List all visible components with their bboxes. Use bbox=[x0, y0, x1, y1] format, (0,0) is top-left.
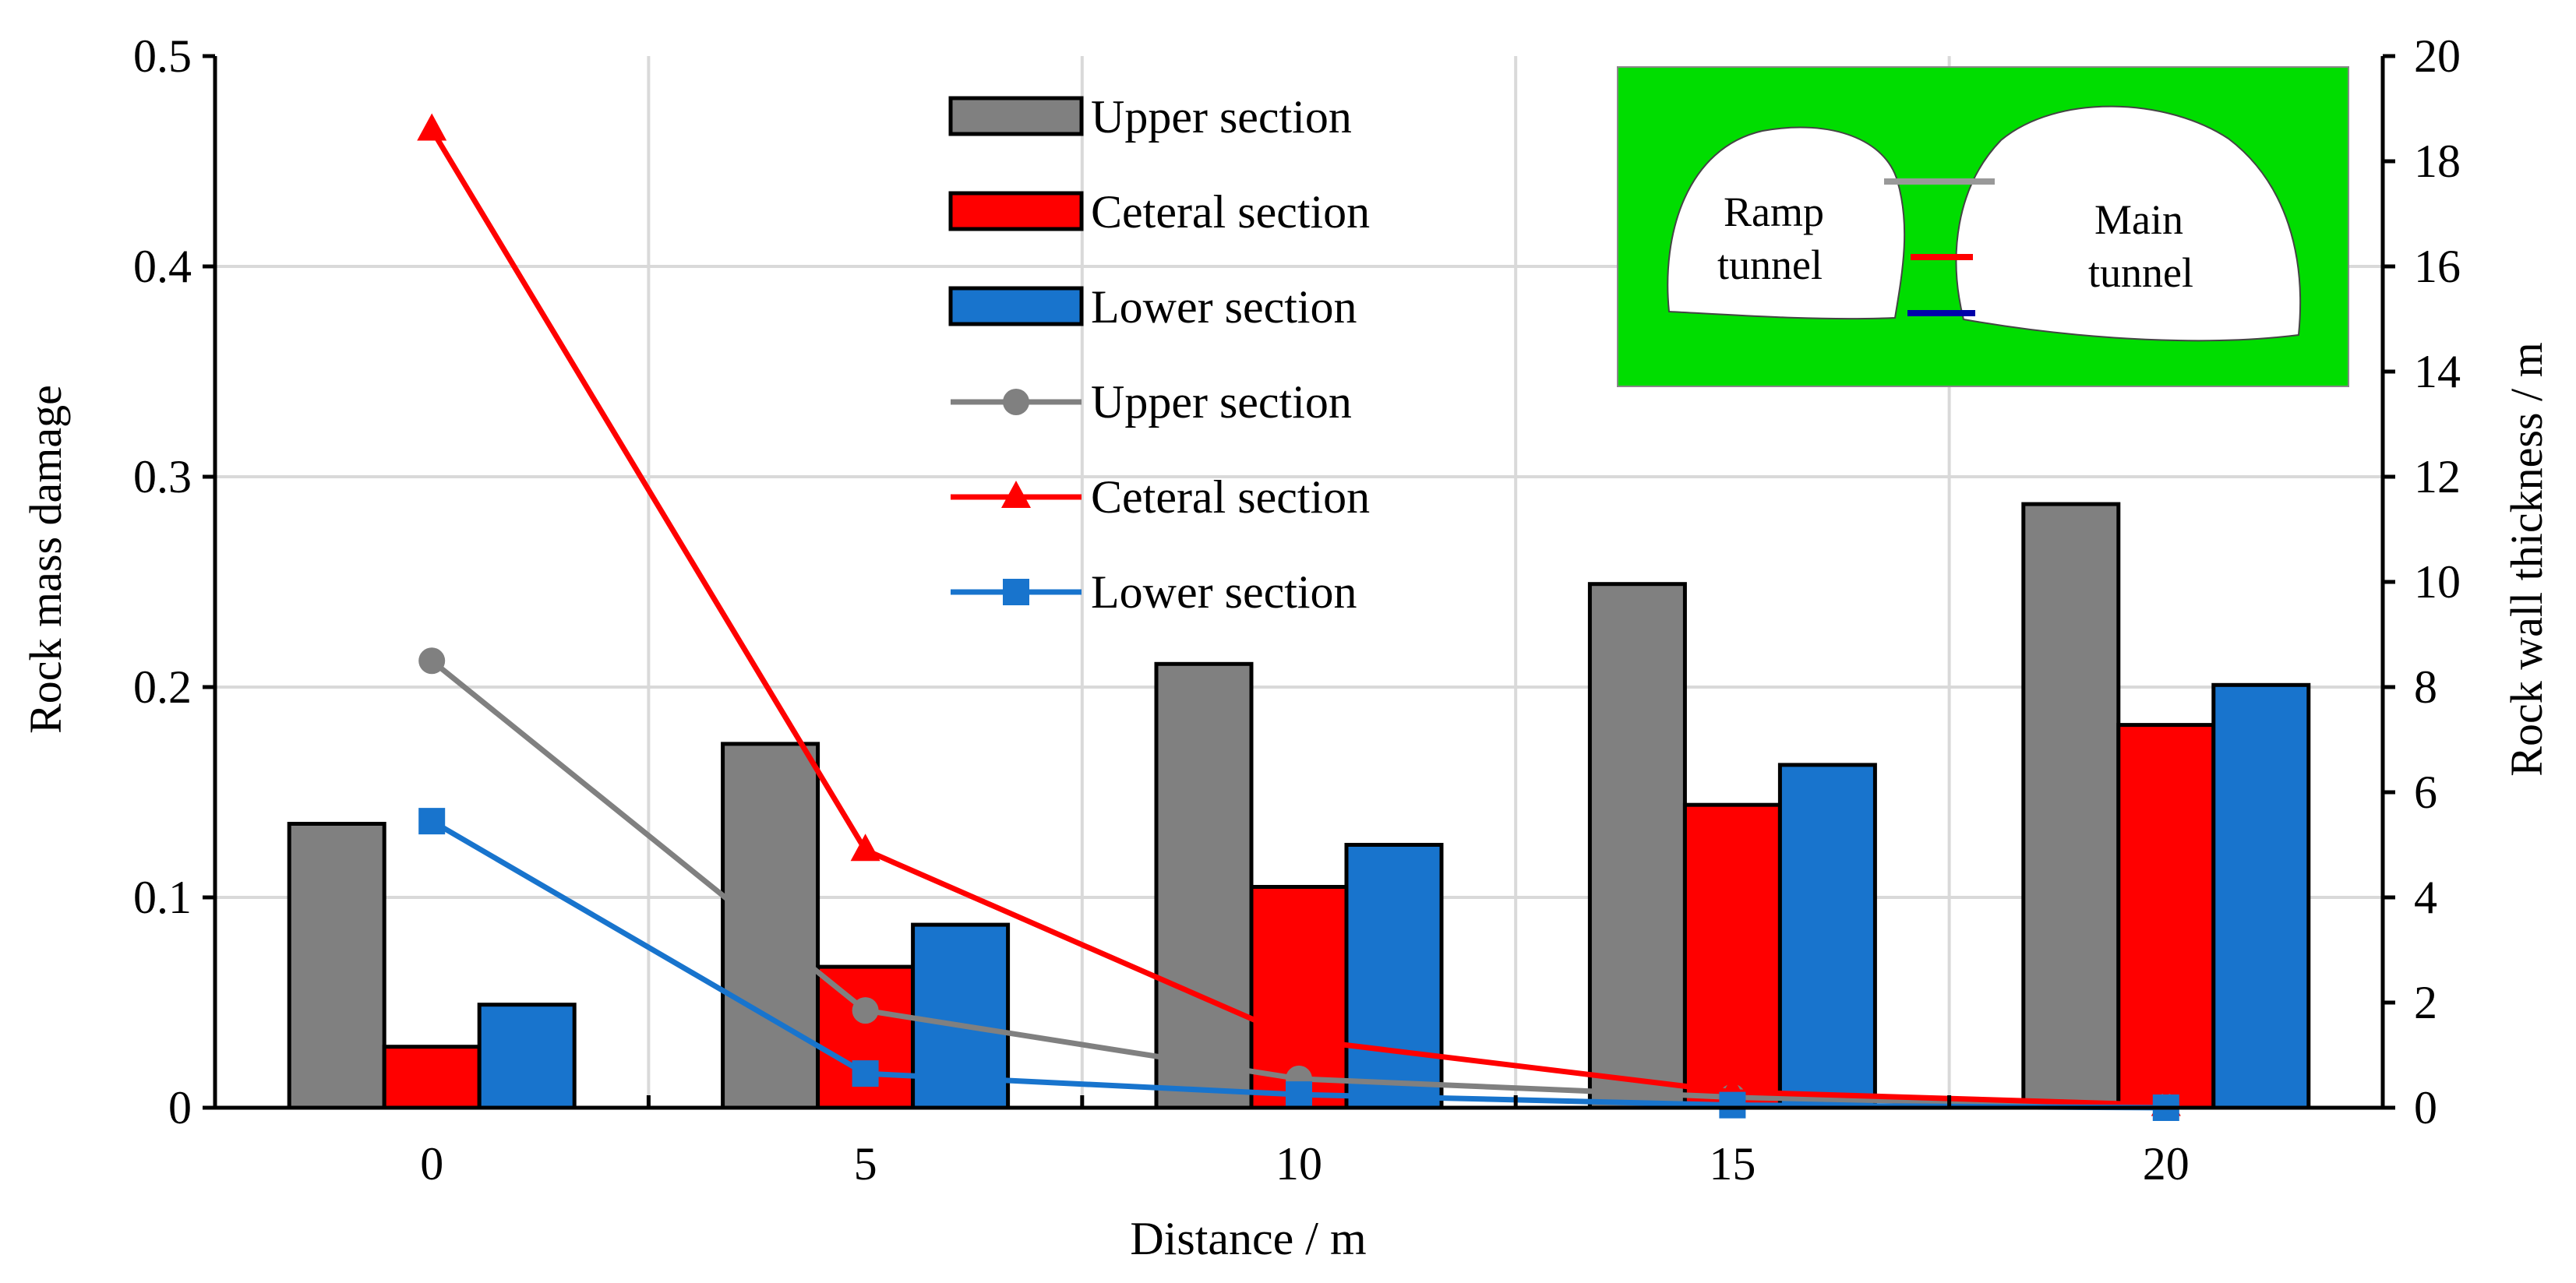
bar-lower-section bbox=[477, 1003, 577, 1110]
bar-upper-section bbox=[287, 822, 386, 1110]
bar-ceteral-section bbox=[382, 1045, 482, 1110]
legend-label: Lower section bbox=[1091, 281, 1357, 333]
point-ceteral-section bbox=[417, 113, 447, 141]
y-tick-label-right: 2 bbox=[2414, 977, 2437, 1028]
point-ceteral-section bbox=[850, 834, 880, 862]
point-lower-section bbox=[1719, 1091, 1746, 1119]
x-tick-label: 20 bbox=[2143, 1138, 2190, 1190]
inset-main-label-1: Main bbox=[2094, 196, 2183, 243]
y-tick-label-left: 0 bbox=[168, 1082, 192, 1133]
bar-ceteral-section bbox=[2116, 723, 2216, 1110]
point-lower-section bbox=[1286, 1081, 1312, 1109]
bar-ceteral-section bbox=[1682, 802, 1782, 1110]
point-ceteral-section bbox=[1284, 1023, 1314, 1051]
inset-main-label-2: tunnel bbox=[2088, 249, 2193, 296]
y-tick-label-right: 8 bbox=[2414, 661, 2437, 713]
lines bbox=[417, 113, 2181, 1121]
y-tick-label-right: 14 bbox=[2414, 346, 2461, 397]
legend-marker bbox=[1003, 389, 1029, 415]
inset-tunnel-diagram: Ramp tunnel Main tunnel bbox=[1617, 66, 2349, 387]
y-tick-label-right: 0 bbox=[2414, 1082, 2437, 1133]
legend-marker bbox=[1003, 579, 1029, 605]
axes: 0 0.1 0.2 0.3 0.4 0.5 0 2 4 6 8 10 12 14 16 18 20 0 5 10 15 2… bbox=[133, 30, 2461, 1190]
y-tick-label-right: 20 bbox=[2414, 30, 2461, 82]
legend-label: Ceteral section bbox=[1091, 471, 1370, 523]
y-tick-label-right: 16 bbox=[2414, 241, 2461, 292]
bar-lower-section bbox=[2211, 682, 2311, 1110]
y-tick-label-left: 0.3 bbox=[133, 451, 192, 502]
x-tick-label: 0 bbox=[420, 1138, 443, 1190]
legend-swatch-bar bbox=[948, 191, 1084, 231]
inset-ramp-label-1: Ramp bbox=[1724, 189, 1824, 235]
y-tick-label-right: 18 bbox=[2414, 136, 2461, 187]
main-tunnel-shape bbox=[1955, 105, 2302, 342]
legend-swatch-bar bbox=[948, 96, 1084, 136]
legend-label: Lower section bbox=[1091, 566, 1357, 618]
y-tick-label-left: 0.5 bbox=[133, 30, 192, 82]
point-upper-section bbox=[418, 647, 446, 675]
y-tick-label-right: 6 bbox=[2414, 767, 2437, 818]
bar-upper-section bbox=[721, 742, 820, 1110]
x-tick-label: 10 bbox=[1276, 1138, 1322, 1190]
x-tick-label: 5 bbox=[854, 1138, 877, 1190]
x-axis-label: Distance / m bbox=[1130, 1213, 1366, 1264]
bar-upper-section bbox=[1587, 582, 1687, 1110]
y-tick-label-right: 4 bbox=[2414, 872, 2437, 923]
point-lower-section bbox=[418, 808, 446, 835]
bar-lower-section bbox=[1344, 843, 1444, 1110]
legend-swatch-bar bbox=[948, 286, 1084, 326]
y-tick-label-right: 12 bbox=[2414, 451, 2461, 502]
bars bbox=[287, 502, 2311, 1110]
y-tick-label-right: 10 bbox=[2414, 556, 2461, 608]
legend: Upper section Ceteral section Lower sectio… bbox=[948, 91, 1370, 618]
point-lower-section bbox=[852, 1060, 879, 1087]
y-tick-label-left: 0.1 bbox=[133, 872, 192, 923]
legend-label: Upper section bbox=[1091, 376, 1352, 428]
legend-marker bbox=[1001, 481, 1031, 508]
bar-upper-section bbox=[1154, 661, 1254, 1110]
y-tick-label-left: 0.4 bbox=[133, 241, 192, 292]
legend-label: Ceteral section bbox=[1091, 186, 1370, 238]
bar-upper-section bbox=[2021, 502, 2121, 1110]
legend-label: Upper section bbox=[1091, 91, 1352, 143]
y-tick-label-left: 0.2 bbox=[133, 661, 192, 713]
x-tick-label: 15 bbox=[1709, 1138, 1756, 1190]
bar-lower-section bbox=[1777, 763, 1877, 1110]
inset-ramp-label-2: tunnel bbox=[1717, 241, 1823, 288]
y-axis-left-label: Rock mass damage bbox=[20, 385, 71, 734]
y-axis-right-label: Rock wall thickness / m bbox=[2501, 342, 2552, 776]
point-upper-section bbox=[852, 997, 879, 1024]
